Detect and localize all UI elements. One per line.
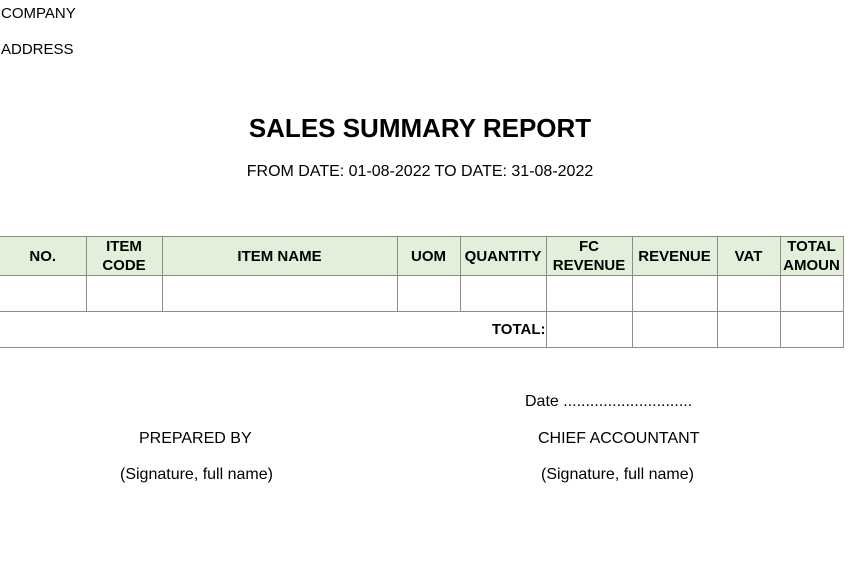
total-row: TOTAL: [0,311,844,348]
header-revenue: REVENUE [631,236,718,276]
table-row [0,275,844,312]
cell-item-code[interactable] [85,275,163,312]
header-vat: VAT [716,236,781,276]
chief-accountant-label: CHIEF ACCOUNTANT [538,430,700,447]
cell-total-amount[interactable] [779,275,844,312]
total-amount[interactable] [779,311,844,348]
cell-revenue[interactable] [631,275,718,312]
header-no: NO. [0,236,87,276]
signature-chief-accountant: (Signature, full name) [541,466,694,483]
header-item-code-line1: ITEM [106,238,142,255]
header-total-amount: TOTAL AMOUN [779,236,844,276]
signature-prepared-by: (Signature, full name) [120,466,273,483]
header-fc-revenue: FC REVENUE [545,236,633,276]
cell-vat[interactable] [716,275,781,312]
header-uom: UOM [396,236,461,276]
total-revenue[interactable] [631,311,718,348]
date-line: Date ............................. [525,393,693,410]
header-total-amount-line1: TOTAL [787,238,836,255]
report-title: SALES SUMMARY REPORT [248,113,592,143]
header-item-code-line2: CODE [102,257,146,274]
total-vat[interactable] [716,311,781,348]
table-header-row: NO. ITEM CODE ITEM NAME UOM QUANTITY FC … [0,236,844,276]
header-item-code: ITEM CODE [85,236,163,276]
header-total-amount-line2: AMOUN [783,257,840,274]
total-label: TOTAL: [0,311,547,348]
header-fc-revenue-line1: FC [579,238,599,255]
header-fc-revenue-line2: REVENUE [552,257,626,274]
cell-item-name[interactable] [161,275,398,312]
total-fc-revenue[interactable] [545,311,633,348]
sales-summary-table: NO. ITEM CODE ITEM NAME UOM QUANTITY FC … [0,236,844,348]
date-range: FROM DATE: 01-08-2022 TO DATE: 31-08-202… [246,163,594,180]
address-label: ADDRESS [1,41,74,58]
cell-fc-revenue[interactable] [545,275,633,312]
header-item-name: ITEM NAME [161,236,398,276]
cell-quantity[interactable] [459,275,547,312]
company-label: COMPANY [1,5,76,22]
cell-uom[interactable] [396,275,461,312]
header-quantity: QUANTITY [459,236,547,276]
cell-no[interactable] [0,275,87,312]
prepared-by-label: PREPARED BY [139,430,252,447]
